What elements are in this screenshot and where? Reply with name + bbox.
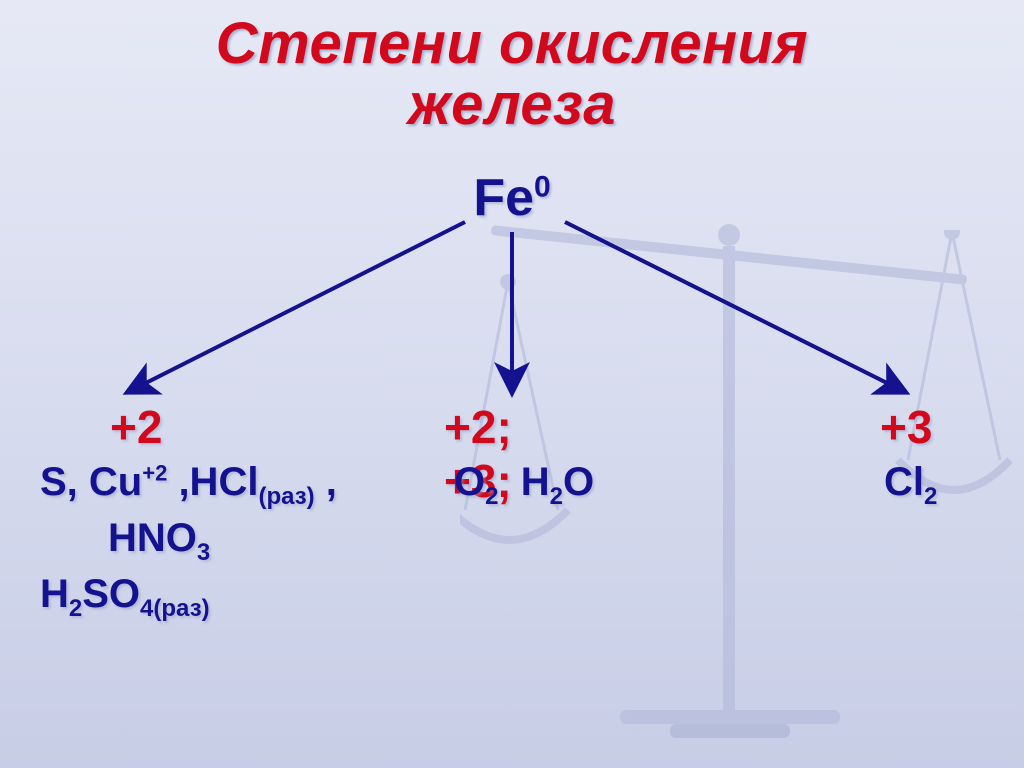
species-center-0: O2 H2O bbox=[454, 460, 594, 511]
arrow-layer bbox=[0, 0, 1024, 768]
species-left-2: H2SO4(раз) bbox=[40, 572, 210, 623]
species-right-0: Cl2 bbox=[884, 460, 937, 511]
species-left-0: S, Cu+2 ,HCl(раз) , bbox=[40, 460, 337, 511]
oxidation-state-left: +2 bbox=[110, 400, 162, 454]
species-left-1: HNO3 bbox=[108, 516, 210, 567]
oxidation-state-right: +3 bbox=[880, 400, 932, 454]
